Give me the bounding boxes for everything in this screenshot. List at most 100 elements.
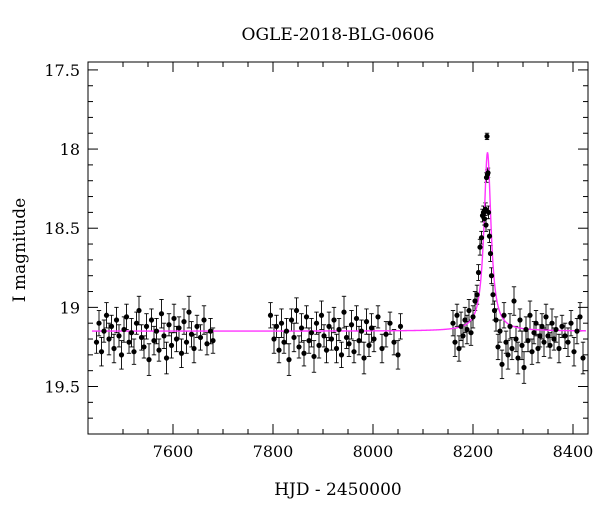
data-point: [486, 233, 493, 239]
data-point: [468, 330, 474, 336]
data-point: [509, 345, 515, 352]
data-point: [356, 338, 362, 344]
data-point: [371, 336, 377, 342]
data-point: [348, 322, 355, 328]
data-point: [485, 170, 491, 176]
data-point: [366, 342, 372, 348]
data-point: [472, 298, 478, 304]
data-point: [517, 317, 523, 323]
data-point: [197, 334, 204, 341]
data-point: [481, 216, 488, 222]
data-point: [519, 342, 525, 348]
data-point: [379, 345, 385, 352]
data-point: [341, 309, 347, 315]
data-point: [521, 364, 527, 371]
data-point: [533, 320, 539, 326]
data-point: [303, 314, 310, 320]
data-point: [116, 333, 122, 339]
data-point: [318, 312, 325, 318]
data-point: [271, 336, 277, 342]
data-point: [336, 326, 342, 333]
data-point: [485, 209, 492, 215]
data-point: [475, 269, 482, 276]
data-point: [178, 350, 185, 356]
data-point: [136, 307, 142, 314]
data-point: [363, 319, 370, 325]
data-point: [484, 133, 490, 139]
data-point: [353, 315, 360, 322]
data-point: [171, 315, 177, 322]
axis-tick-labels: 7600 7800 8000 8200 8400 17.5 18 18.5 19 19.5: [44, 61, 593, 461]
data-point: [201, 317, 207, 323]
data-point: [118, 352, 125, 358]
data-point: [553, 326, 559, 333]
data-point: [523, 326, 529, 333]
data-point: [361, 355, 367, 361]
data-point: [267, 312, 274, 318]
data-point: [483, 222, 489, 228]
data-point: [113, 317, 120, 323]
data-point: [210, 338, 216, 344]
data-point: [316, 342, 322, 348]
data-point: [543, 314, 549, 320]
y-axis-label: I magnitude: [10, 198, 30, 302]
x-tick-label: 8000: [353, 442, 394, 461]
data-point: [491, 307, 498, 314]
data-point: [460, 333, 466, 339]
data-point: [306, 338, 312, 344]
x-tick-label: 8200: [453, 442, 494, 461]
data-point: [276, 347, 282, 353]
data-point: [383, 331, 389, 337]
data-point: [454, 312, 460, 318]
data-point: [331, 317, 337, 323]
data-point: [375, 314, 381, 320]
data-point: [503, 339, 509, 345]
data-point: [146, 357, 152, 363]
y-tick-label: 18: [60, 140, 80, 159]
data-point: [286, 357, 292, 363]
data-point: [495, 344, 501, 350]
plot-frame: [87, 61, 589, 435]
data-point: [556, 345, 562, 352]
data-point: [108, 323, 115, 329]
data-point: [452, 339, 458, 345]
data-point: [176, 325, 182, 331]
data-point: [395, 352, 401, 358]
data-point: [549, 320, 555, 326]
data-point: [191, 345, 197, 352]
data-point: [493, 317, 499, 323]
data-point: [513, 336, 519, 342]
data-point: [121, 326, 127, 333]
data-point: [326, 323, 332, 329]
data-point: [194, 323, 200, 329]
data-point: [565, 339, 571, 345]
data-point: [499, 361, 505, 367]
y-tick-label: 19: [60, 298, 80, 317]
data-point: [580, 355, 586, 361]
x-axis-label: HJD - 2450000: [274, 480, 402, 500]
y-tick-label: 17.5: [44, 61, 80, 80]
data-point: [168, 342, 175, 348]
data-point: [541, 339, 547, 345]
data-point: [128, 330, 135, 336]
data-point: [98, 349, 105, 355]
data-point: [323, 347, 330, 353]
data-point: [156, 347, 162, 353]
model-line: [92, 152, 586, 332]
data-point: [450, 320, 456, 326]
data-point: [464, 326, 470, 333]
data-point: [101, 328, 107, 334]
data-point: [458, 323, 464, 329]
data-point: [321, 333, 327, 339]
data-point: [559, 323, 565, 329]
data-point: [298, 325, 305, 331]
data-point: [163, 355, 170, 361]
data-point: [501, 312, 507, 318]
data-point: [186, 309, 192, 315]
data-point: [183, 339, 190, 345]
model-curve: [92, 152, 586, 332]
data-point: [539, 323, 545, 329]
data-point: [497, 328, 503, 334]
data-point: [283, 328, 290, 334]
